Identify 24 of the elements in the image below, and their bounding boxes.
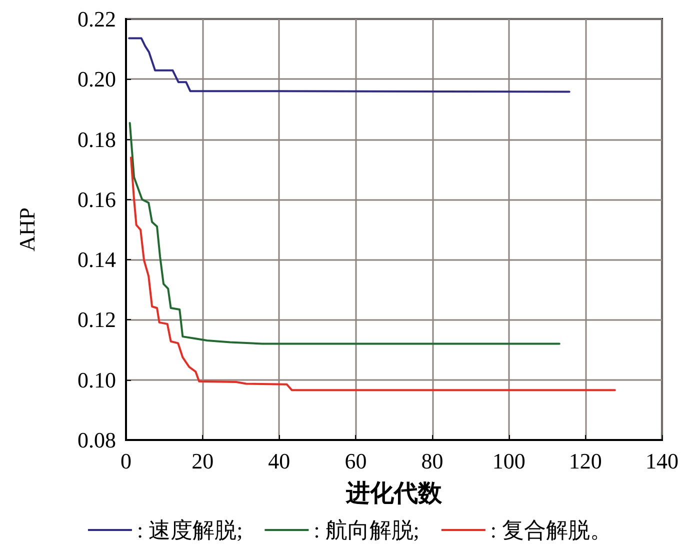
y-tick-label: 0.08 [78, 428, 116, 452]
y-tick-label: 0.14 [78, 247, 116, 272]
y-tick-label: 0.22 [78, 6, 116, 32]
y-axis-title: AHP [14, 207, 40, 252]
x-axis-title: 进化代数 [345, 480, 443, 507]
x-tick-label: 120 [568, 448, 602, 474]
legend-label: : 航向解脱; [314, 518, 420, 542]
y-tick-label: 0.12 [78, 307, 116, 332]
legend-label: : 速度解脱; [136, 518, 243, 542]
y-tick-label: 0.16 [78, 186, 116, 212]
line-series [130, 156, 616, 392]
legend-label: : 复合解脱。 [490, 518, 612, 542]
y-tick-label: 0.20 [78, 66, 116, 92]
x-tick-label: 140 [646, 448, 678, 474]
x-tick-label: 80 [421, 448, 444, 474]
x-tick-label: 0 [120, 448, 132, 474]
y-tick-label: 0.18 [78, 126, 116, 152]
line-series [128, 122, 560, 345]
line-series [128, 37, 570, 93]
y-tick-label: 0.10 [78, 367, 116, 392]
x-tick-label: 100 [492, 448, 526, 474]
x-tick-label: 60 [344, 448, 367, 474]
x-tick-label: 40 [268, 448, 290, 474]
x-tick-label: 20 [192, 448, 214, 474]
